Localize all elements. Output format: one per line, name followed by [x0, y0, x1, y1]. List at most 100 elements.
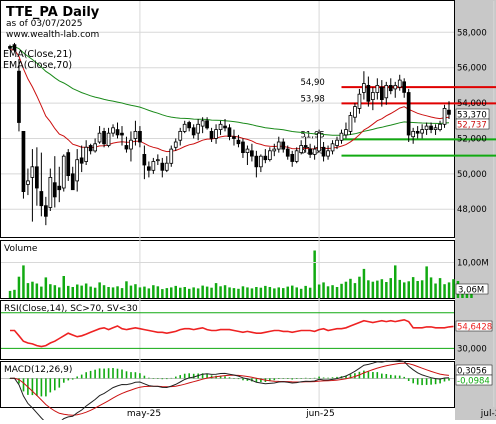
volume-bar	[299, 288, 303, 298]
macd-hist-badge	[455, 374, 493, 386]
macd-hist-bar	[322, 377, 325, 379]
volume-title: Volume	[4, 244, 38, 254]
date-tick-label: may-25	[127, 409, 161, 419]
volume-bar	[205, 286, 209, 298]
candle-body	[142, 153, 147, 166]
candle-body	[124, 145, 129, 150]
macd-hist-bar	[372, 372, 374, 379]
rsi-last-badge	[455, 320, 493, 332]
volume-bar	[358, 276, 361, 298]
candle-body	[370, 92, 375, 100]
macd-hist-bar	[287, 378, 289, 379]
candle-body	[447, 109, 451, 115]
volume-bar	[179, 287, 182, 298]
candle-body	[312, 148, 317, 155]
macd-hist-bar	[175, 376, 177, 379]
macd-hist-bar	[157, 378, 159, 379]
macd-hist-bar	[36, 378, 38, 396]
volume-bar	[425, 266, 428, 298]
candle-body	[48, 176, 53, 208]
volume-bar	[268, 287, 272, 298]
volume-bar	[385, 282, 388, 298]
volume-bar	[89, 286, 92, 298]
candle-body	[232, 136, 236, 139]
macd-hist-bar	[161, 378, 164, 380]
macd-hist-bar	[430, 378, 432, 385]
candle-body	[57, 185, 62, 191]
macd-hist-bar	[80, 374, 83, 379]
volume-bar	[22, 265, 25, 298]
candle-body	[397, 79, 402, 88]
value-axis-strip	[455, 0, 496, 420]
candle-body	[93, 143, 97, 152]
volume-bar	[165, 288, 169, 298]
macd-hist-bar	[58, 378, 61, 388]
macd-hist-bar	[94, 369, 96, 379]
volume-bar	[26, 283, 30, 298]
candle-body	[353, 106, 357, 118]
macd-hist-bar	[237, 378, 240, 380]
volume-bar	[161, 289, 164, 298]
volume-bar	[40, 286, 43, 298]
volume-bar	[58, 287, 61, 298]
candle-body	[35, 166, 39, 189]
candle-body	[361, 83, 366, 93]
chart-title: TTE_PA Daily	[6, 5, 100, 20]
macd-hist-bar	[300, 378, 302, 379]
price-tick-label: 56,000	[457, 64, 487, 74]
macd-hist-bar	[166, 378, 168, 380]
macd-hist-bar	[125, 371, 128, 379]
volume-bar	[331, 285, 334, 298]
macd-hist-bar	[425, 378, 428, 385]
macd-hist-bar	[269, 378, 271, 382]
candle-body	[308, 148, 313, 155]
price-tick-label: 50,000	[457, 170, 487, 180]
candle-body	[88, 145, 93, 152]
candle-body	[205, 120, 209, 129]
volume-bar	[102, 285, 106, 298]
volume-bar	[246, 287, 249, 298]
volume-bar	[308, 287, 312, 298]
candle-body	[61, 155, 66, 189]
macd-hist-bar	[112, 368, 114, 379]
candle-body	[191, 127, 196, 136]
candle-body	[17, 70, 21, 123]
candle-body	[326, 150, 330, 157]
candle-body	[299, 145, 304, 153]
candle-body	[133, 130, 138, 139]
macd-hist-bar	[89, 370, 92, 379]
volume-bar	[49, 284, 52, 298]
macd-hist-bar	[63, 378, 65, 383]
macd-hist-bar	[363, 370, 365, 379]
rsi-last-label: 54,6428	[457, 323, 492, 333]
macd-hist-bar	[327, 377, 329, 379]
macd-hist-bar	[116, 368, 119, 379]
macd-hist-bar	[148, 377, 150, 379]
macd-line	[9, 360, 450, 424]
candle-body	[84, 146, 88, 162]
volume-bar	[277, 287, 280, 298]
candle-body	[321, 146, 326, 157]
macd-hist-bar	[31, 378, 34, 396]
volume-bar	[35, 283, 39, 298]
candle-body	[348, 115, 353, 132]
candle-body	[178, 130, 183, 141]
candle-body	[442, 108, 447, 125]
volume-bar	[273, 288, 276, 298]
volume-bar	[31, 281, 34, 298]
volume-bar	[116, 286, 119, 298]
candle-body	[411, 130, 416, 138]
as-of-date: as of 03/07/2025	[6, 19, 82, 29]
volume-bar	[398, 279, 401, 298]
volume-bar	[53, 285, 57, 298]
volume-bar	[143, 286, 146, 298]
candle-body	[420, 129, 425, 134]
macd-hist-bar	[434, 378, 437, 385]
volume-bar	[219, 286, 222, 298]
macd-hist-bar	[381, 373, 383, 379]
candle-body	[335, 139, 339, 146]
macd-hist-bar	[273, 378, 276, 381]
macd-hist-bar	[233, 378, 235, 379]
candle-body	[379, 86, 384, 100]
